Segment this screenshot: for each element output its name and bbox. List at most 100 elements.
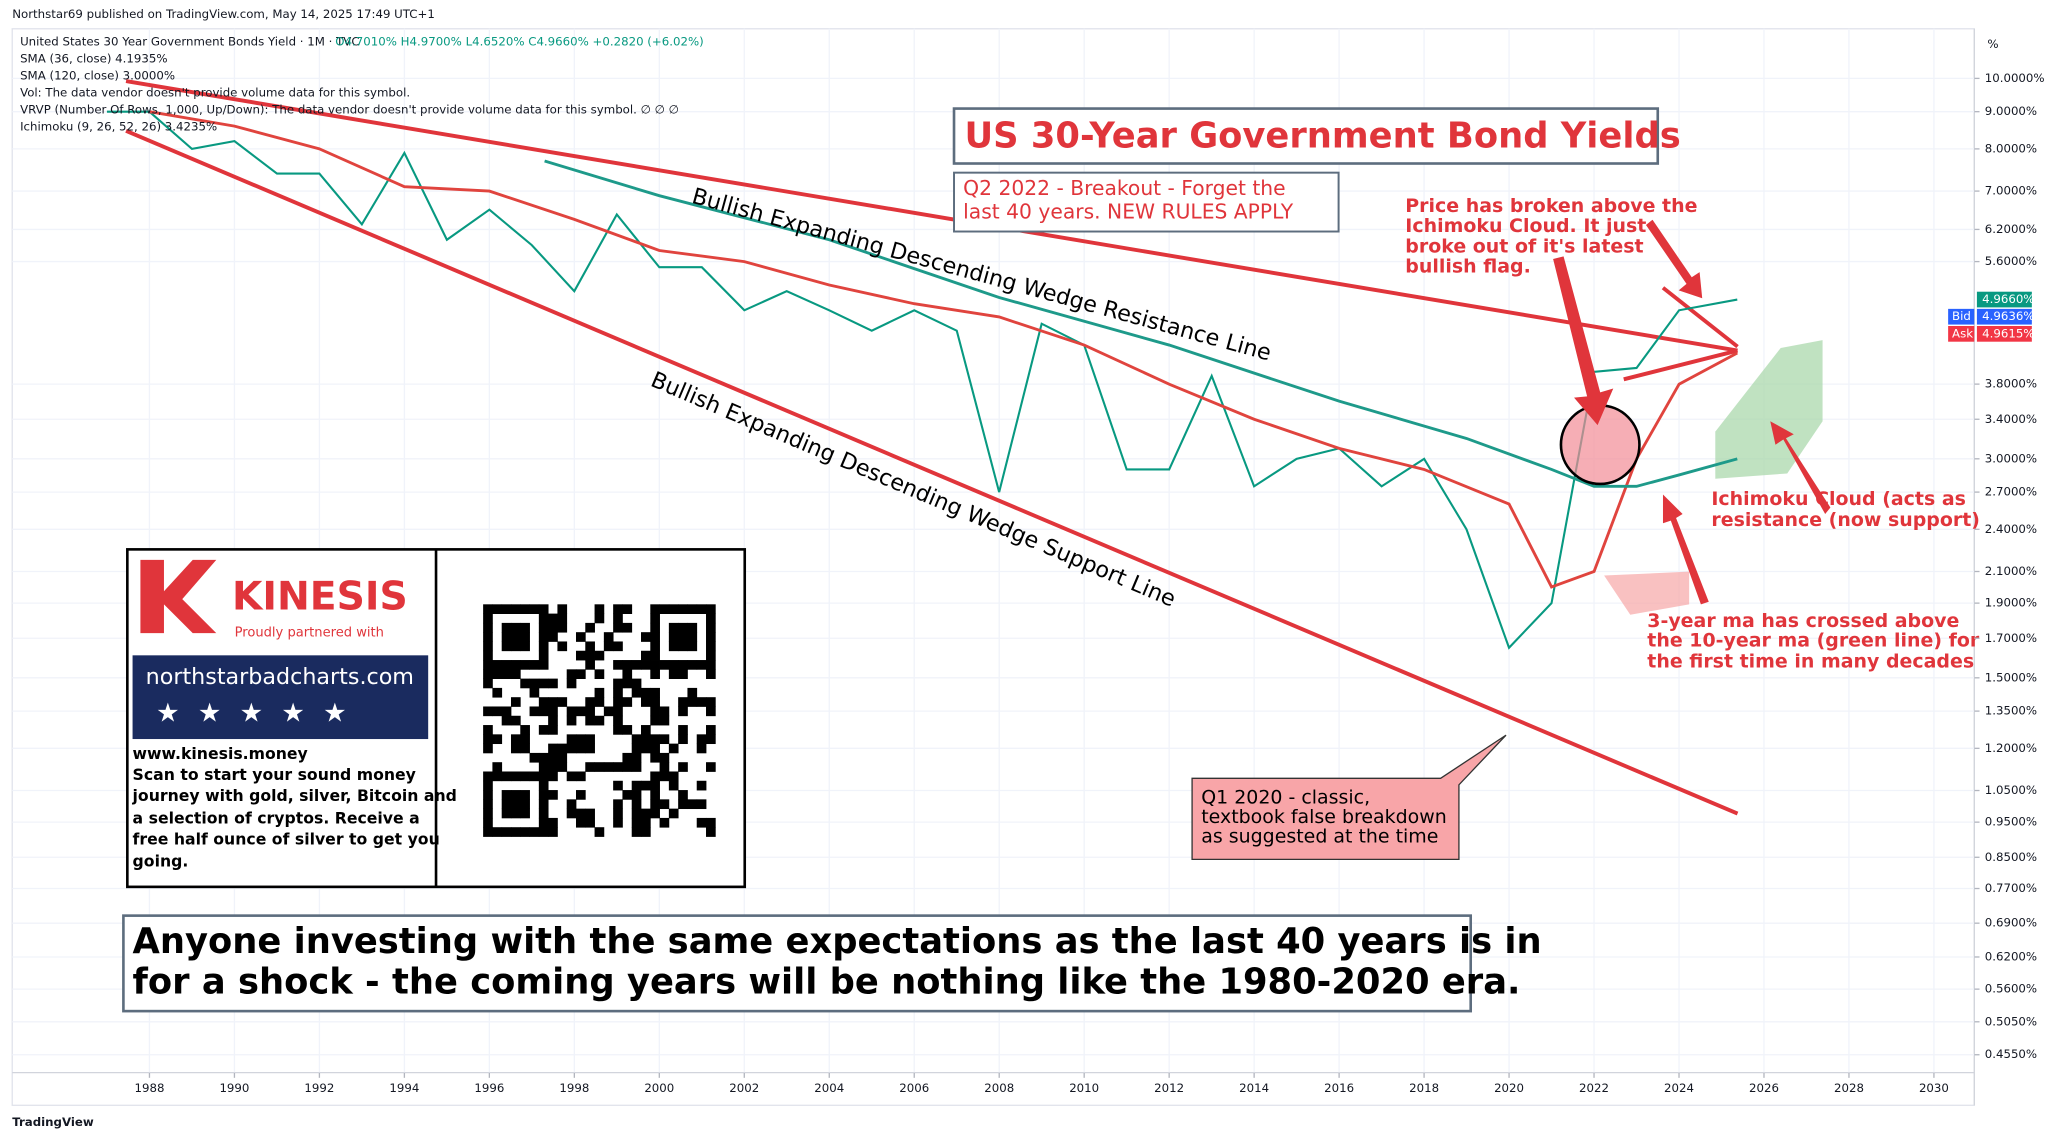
bottom-box bbox=[122, 914, 1473, 1013]
qr-cell bbox=[687, 799, 698, 810]
qr-cell bbox=[696, 817, 707, 828]
breakout-box bbox=[953, 171, 1340, 233]
qr-cell bbox=[594, 613, 605, 624]
qr-cell bbox=[678, 725, 688, 735]
y-tick-label: 1.3500% bbox=[1985, 704, 2037, 718]
qr-cell bbox=[631, 790, 642, 800]
qr-cell bbox=[613, 613, 623, 624]
qr-cell bbox=[641, 725, 651, 735]
qr-cell bbox=[687, 687, 698, 698]
flag-line bbox=[1623, 348, 1739, 382]
qr-cell bbox=[501, 622, 512, 633]
header: Northstar69 published on TradingView.com… bbox=[12, 7, 435, 21]
qr-cell bbox=[603, 641, 614, 652]
qr-cell bbox=[575, 669, 586, 680]
qr-cell bbox=[678, 632, 688, 642]
qr-cell bbox=[483, 613, 493, 624]
qr-cell bbox=[706, 706, 716, 717]
qr-cell bbox=[538, 706, 549, 717]
qr-cell bbox=[631, 678, 642, 689]
qr-cell bbox=[706, 725, 716, 735]
qr-cell bbox=[510, 734, 521, 745]
qr-cell bbox=[501, 715, 512, 726]
ad-partner: Proudly partnered with bbox=[235, 626, 384, 641]
qr-cell bbox=[520, 641, 530, 652]
qr-cell bbox=[631, 827, 642, 837]
price-label-box bbox=[1976, 291, 2032, 308]
y-tick-label: 5.6000% bbox=[1985, 254, 2037, 268]
qr-cell bbox=[613, 604, 623, 614]
price-label: 4.9615% bbox=[1982, 326, 2034, 340]
qr-cell bbox=[483, 650, 493, 661]
qr-cell bbox=[529, 771, 540, 782]
qr-cell bbox=[650, 780, 660, 791]
qr-cell bbox=[696, 604, 707, 614]
qr-cell bbox=[510, 790, 521, 800]
qr-cell bbox=[622, 604, 633, 614]
ohlc: O4.7010% H4.9700% L4.6520% C4.9660% +0.2… bbox=[335, 34, 703, 48]
qr-cell bbox=[668, 660, 679, 670]
price-label: 4.9660% bbox=[1982, 292, 2034, 306]
qr-cell bbox=[548, 725, 558, 735]
qr-cell bbox=[492, 734, 503, 745]
x-tick-label: 2030 bbox=[1919, 1081, 1949, 1095]
qr-cell bbox=[641, 817, 651, 828]
qr-cell bbox=[594, 687, 605, 698]
qr-cell bbox=[548, 817, 558, 828]
qr-cell bbox=[510, 632, 521, 642]
annotation: Q2 2022 - Breakout - Forget the bbox=[963, 176, 1285, 200]
legend-line: SMA (36, close) 4.1935% bbox=[20, 51, 167, 65]
ad-text: free half ounce of silver to get you bbox=[133, 829, 440, 848]
qr-cell bbox=[668, 771, 679, 782]
annotation: Ichimoku Cloud (acts as bbox=[1711, 488, 1966, 510]
qr-cell bbox=[483, 669, 493, 680]
x-tick-label: 1994 bbox=[389, 1081, 419, 1095]
qr-cell bbox=[678, 762, 688, 772]
qr-cell bbox=[492, 669, 503, 680]
qr-cell bbox=[566, 678, 577, 689]
qr-cell bbox=[520, 725, 530, 735]
y-tick-label: 0.6900% bbox=[1985, 916, 2037, 930]
x-tick-label: 1990 bbox=[219, 1081, 249, 1095]
y-tick-label: 2.1000% bbox=[1985, 564, 2037, 578]
qr-cell bbox=[501, 790, 512, 800]
ad-site: northstarbadcharts.com bbox=[146, 664, 414, 690]
x-tick-label: 2000 bbox=[644, 1081, 674, 1095]
qr-cell bbox=[650, 660, 660, 670]
qr-cell bbox=[501, 808, 512, 819]
qr-cell bbox=[659, 706, 670, 717]
qr-cell bbox=[678, 706, 688, 717]
qr-cell bbox=[501, 706, 512, 717]
qr-cell bbox=[622, 669, 633, 680]
qr-cell bbox=[706, 613, 716, 624]
y-tick-label: 0.7700% bbox=[1985, 881, 2037, 895]
arrow bbox=[1662, 494, 1709, 605]
qr-cell bbox=[706, 697, 716, 707]
qr-cell bbox=[641, 697, 651, 707]
price-tag: Bid bbox=[1952, 309, 1971, 323]
qr-cell bbox=[631, 743, 642, 754]
qr-cell bbox=[678, 669, 688, 680]
qr-cell bbox=[678, 799, 688, 810]
qr-cell bbox=[575, 771, 586, 782]
y-tick-label: 0.8500% bbox=[1985, 850, 2037, 864]
x-tick-label: 2024 bbox=[1664, 1081, 1694, 1095]
qr-cell bbox=[566, 743, 577, 754]
x-tick-label: 2014 bbox=[1239, 1081, 1269, 1095]
series-line bbox=[149, 110, 1738, 589]
qr-cell bbox=[585, 650, 595, 661]
qr-cell bbox=[613, 715, 623, 726]
qr-cell bbox=[659, 817, 670, 828]
qr-cell bbox=[510, 660, 521, 670]
qr-cell bbox=[585, 622, 595, 633]
qr-cell bbox=[575, 706, 586, 717]
qr-cell bbox=[483, 725, 493, 735]
annotation: Price has broken above the bbox=[1405, 195, 1697, 217]
qr-cell bbox=[641, 780, 651, 791]
y-tick-label: 0.5050% bbox=[1985, 1014, 2037, 1028]
qr-cell bbox=[492, 604, 503, 614]
qr-cell bbox=[613, 817, 623, 828]
annotation: Q1 2020 - classic, bbox=[1201, 786, 1370, 808]
qr-cell bbox=[696, 734, 707, 745]
qr-cell bbox=[678, 734, 688, 745]
